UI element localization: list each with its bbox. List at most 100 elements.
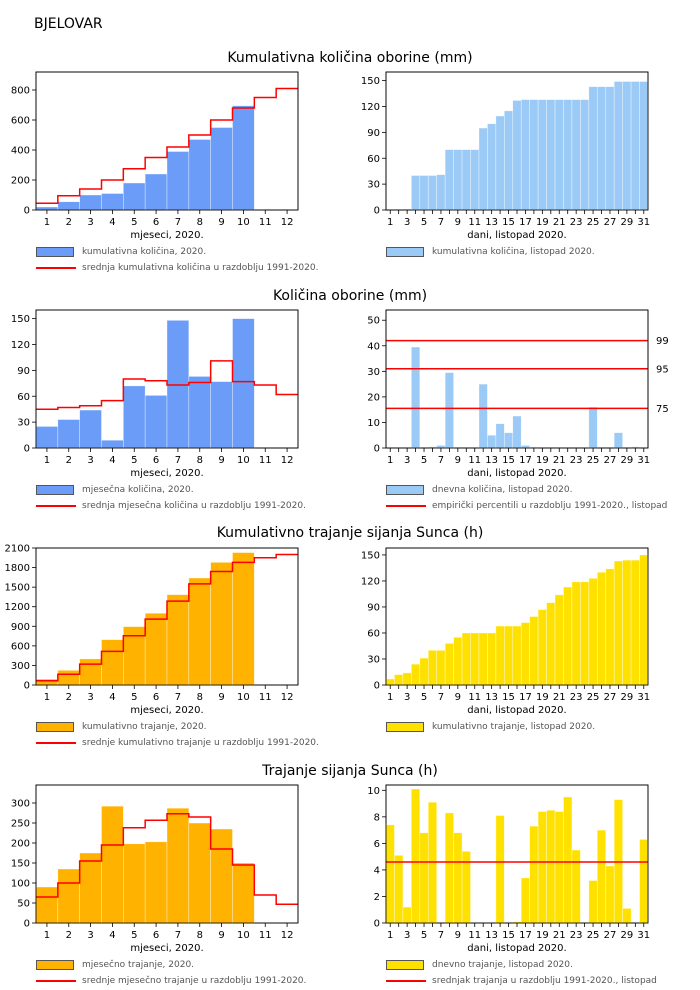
y-tick-label: 0 (374, 919, 380, 930)
x-tick-label: 10 (237, 930, 250, 941)
plot-border (35, 547, 299, 686)
x-axis-label: mjeseci, 2020. (130, 705, 203, 716)
legend-label: kumulativna količina, 2020. (82, 247, 207, 257)
x-tick-label: 12 (281, 455, 294, 466)
y-tick-label: 300 (11, 661, 30, 672)
x-tick-label: 9 (455, 692, 461, 703)
x-tick-label: 9 (218, 455, 224, 466)
x-tick-label: 3 (404, 217, 410, 228)
x-tick-label: 8 (197, 217, 203, 228)
x-tick-label: 5 (421, 692, 427, 703)
x-tick-label: 12 (281, 217, 294, 228)
legend-swatch (386, 485, 424, 495)
x-tick-label: 7 (175, 455, 181, 466)
legend-line (36, 267, 76, 269)
x-tick-label: 11 (468, 930, 481, 941)
x-tick-label: 6 (153, 217, 159, 228)
x-tick-label: 25 (587, 930, 600, 941)
x-tick-label: 1 (387, 217, 393, 228)
x-tick-label: 17 (519, 692, 532, 703)
y-tick-label: 60 (367, 154, 380, 165)
legend-line (36, 742, 76, 744)
y-tick-label: 150 (11, 314, 30, 325)
x-tick-label: 11 (259, 455, 272, 466)
legend-sunshine-monthly: mjesečno trajanje, 2020. srednje mjesečn… (36, 957, 306, 989)
y-tick-label: 200 (11, 839, 30, 850)
y-tick-label: 600 (11, 116, 30, 127)
x-tick-label: 25 (587, 217, 600, 228)
bar (385, 824, 395, 924)
y-tick-label: 90 (367, 128, 380, 139)
x-tick-label: 3 (404, 455, 410, 466)
x-axis-label: dani, listopad 2020. (467, 943, 566, 954)
x-tick-label: 23 (570, 692, 583, 703)
legend-label: mjesečno trajanje, 2020. (82, 960, 195, 970)
x-tick-label: 6 (153, 692, 159, 703)
x-axis-label: dani, listopad 2020. (467, 468, 566, 479)
x-tick-label: 15 (502, 692, 515, 703)
legend-label: dnevno trajanje, listopad 2020. (432, 960, 573, 970)
y-tick-label: 90 (367, 602, 380, 613)
x-axis-label: mjeseci, 2020. (130, 468, 203, 479)
bar (444, 812, 454, 924)
x-tick-label: 25 (587, 692, 600, 703)
bar (596, 829, 607, 924)
x-tick-label: 6 (153, 455, 159, 466)
x-tick-label: 27 (604, 217, 617, 228)
bar (588, 880, 598, 924)
x-tick-label: 1 (44, 455, 50, 466)
x-tick-label: 10 (237, 217, 250, 228)
x-tick-label: 1 (44, 930, 50, 941)
x-tick-label: 3 (87, 930, 93, 941)
y-tick-label: 250 (11, 819, 30, 830)
y-tick-label: 300 (11, 799, 30, 810)
y-tick-label: 40 (367, 341, 380, 352)
x-tick-label: 13 (485, 217, 498, 228)
y-tick-label: 600 (11, 641, 30, 652)
x-tick-label: 21 (553, 930, 566, 941)
legend-cum-precip-daily: kumulativna količina, listopad 2020. (386, 244, 595, 260)
y-tick-label: 6 (374, 839, 380, 850)
percentile-label: 75 (656, 404, 669, 415)
x-tick-label: 6 (153, 930, 159, 941)
x-tick-label: 9 (218, 692, 224, 703)
mean-step-line (36, 360, 298, 410)
percentile-label: 95 (656, 364, 669, 375)
x-tick-label: 4 (109, 692, 115, 703)
y-tick-label: 150 (361, 550, 380, 561)
x-tick-label: 1 (387, 455, 393, 466)
station-name: BJELOVAR (34, 16, 103, 32)
x-tick-label: 23 (570, 455, 583, 466)
plot-border (35, 784, 299, 924)
legend-precip-daily: dnevna količina, listopad 2020. empiričk… (386, 482, 667, 514)
x-tick-label: 11 (468, 692, 481, 703)
plot-border (35, 71, 299, 211)
legend-swatch (386, 960, 424, 970)
x-tick-label: 5 (131, 217, 137, 228)
legend-label: dnevna količina, listopad 2020. (432, 485, 573, 495)
y-tick-label: 120 (11, 340, 30, 351)
x-tick-label: 15 (502, 455, 515, 466)
legend-label: srednje mjesečno trajanje u razdoblju 19… (82, 976, 307, 986)
x-tick-label: 1 (44, 217, 50, 228)
x-tick-label: 17 (519, 930, 532, 941)
bar (520, 877, 530, 924)
legend-cum-precip-monthly: kumulativna količina, 2020. srednja kumu… (36, 244, 318, 276)
x-tick-label: 7 (175, 217, 181, 228)
bar (402, 906, 412, 924)
x-axis-label: mjeseci, 2020. (130, 943, 203, 954)
y-tick-label: 1500 (5, 583, 30, 594)
x-tick-label: 7 (438, 455, 444, 466)
bar (546, 809, 556, 924)
legend-label: kumulativno trajanje, 2020. (82, 722, 207, 732)
x-tick-label: 5 (131, 455, 137, 466)
legend-precip-monthly: mjesečna količina, 2020. srednja mjesečn… (36, 482, 306, 514)
x-tick-label: 11 (259, 217, 272, 228)
y-tick-label: 10 (367, 418, 380, 429)
y-tick-label: 120 (361, 576, 380, 587)
x-tick-label: 4 (109, 930, 115, 941)
bar (563, 796, 573, 924)
legend-label: kumulativna količina, listopad 2020. (432, 247, 595, 257)
x-tick-label: 1 (387, 930, 393, 941)
